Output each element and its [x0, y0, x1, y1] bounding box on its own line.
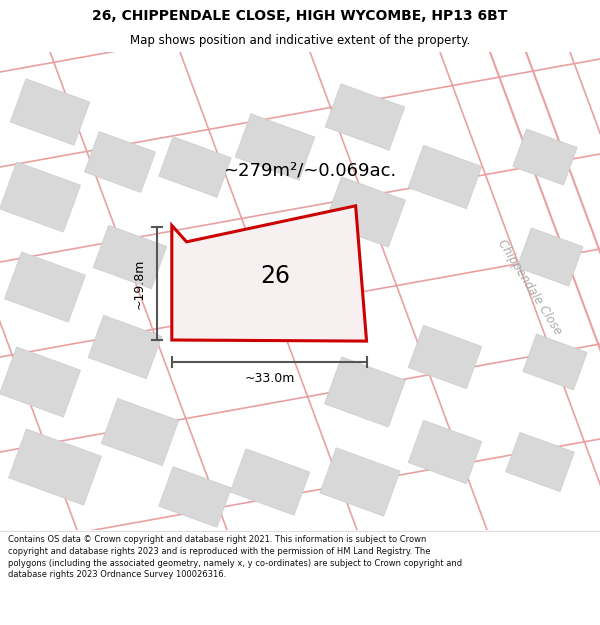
Polygon shape — [8, 429, 101, 505]
Polygon shape — [172, 206, 367, 341]
Polygon shape — [88, 315, 162, 379]
Text: 26: 26 — [260, 264, 290, 288]
Text: ~279m²/~0.069ac.: ~279m²/~0.069ac. — [223, 161, 397, 179]
Polygon shape — [325, 177, 406, 247]
Polygon shape — [4, 252, 86, 322]
Polygon shape — [158, 467, 232, 528]
Polygon shape — [320, 448, 400, 516]
Polygon shape — [325, 357, 406, 427]
Text: ~33.0m: ~33.0m — [244, 371, 295, 384]
Polygon shape — [0, 347, 80, 417]
Text: 26, CHIPPENDALE CLOSE, HIGH WYCOMBE, HP13 6BT: 26, CHIPPENDALE CLOSE, HIGH WYCOMBE, HP1… — [92, 9, 508, 22]
Polygon shape — [408, 145, 482, 209]
Polygon shape — [325, 84, 405, 150]
Polygon shape — [0, 162, 80, 232]
Polygon shape — [10, 79, 90, 145]
Polygon shape — [101, 398, 179, 466]
Polygon shape — [408, 420, 482, 484]
Polygon shape — [230, 449, 310, 515]
Text: ~19.8m: ~19.8m — [133, 258, 146, 309]
Polygon shape — [513, 129, 577, 185]
Text: Contains OS data © Crown copyright and database right 2021. This information is : Contains OS data © Crown copyright and d… — [8, 535, 462, 579]
Polygon shape — [85, 131, 155, 192]
Polygon shape — [93, 225, 167, 289]
Polygon shape — [517, 228, 583, 286]
Polygon shape — [235, 114, 315, 180]
Text: Map shows position and indicative extent of the property.: Map shows position and indicative extent… — [130, 34, 470, 47]
Polygon shape — [408, 325, 482, 389]
Text: Chippendale Close: Chippendale Close — [496, 237, 565, 337]
Polygon shape — [158, 137, 232, 198]
Polygon shape — [506, 432, 574, 492]
Polygon shape — [523, 334, 587, 390]
